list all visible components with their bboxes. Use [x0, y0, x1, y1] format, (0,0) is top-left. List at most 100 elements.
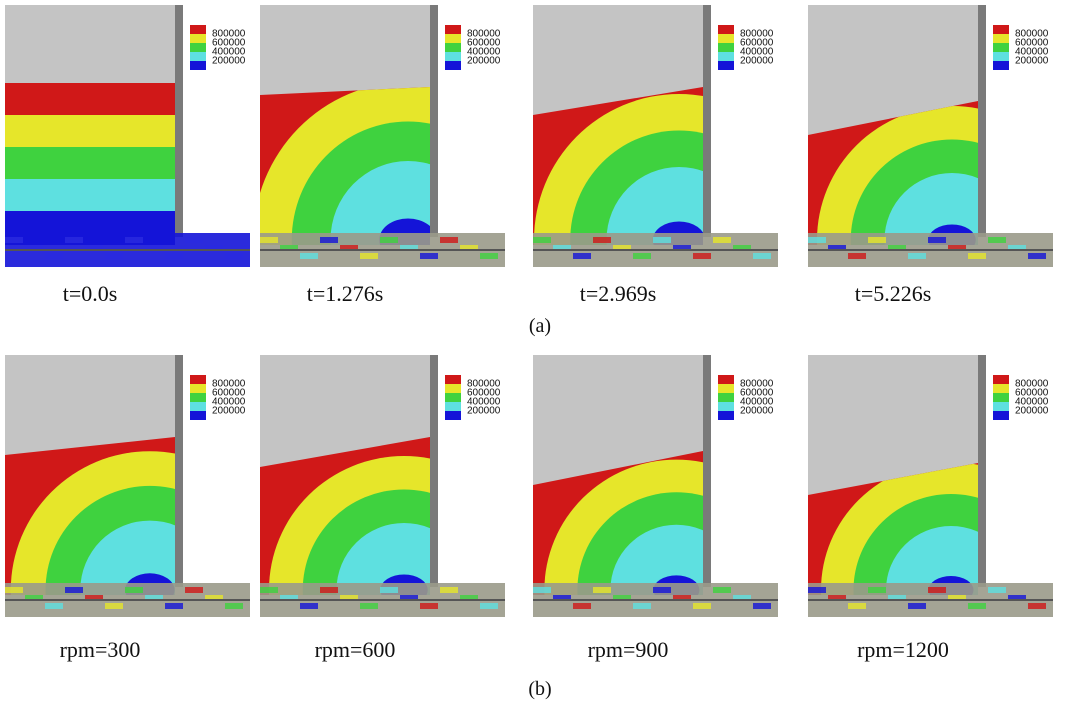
legend-label: 400000: [1015, 47, 1049, 58]
panel-caption: rpm=1200: [857, 637, 949, 662]
legend-swatch: [445, 411, 461, 420]
legend-label: 200000: [740, 56, 774, 67]
legend-swatch: [445, 43, 461, 52]
legend-swatch: [993, 402, 1009, 411]
particles: [420, 603, 438, 609]
legend-label: 200000: [212, 406, 246, 417]
particles: [713, 237, 731, 243]
panel-caption: t=2.969s: [580, 281, 657, 306]
legend-label: 800000: [467, 29, 501, 40]
legend-swatch: [190, 375, 206, 384]
particles: [400, 595, 418, 601]
legend-label: 800000: [1015, 29, 1049, 40]
particles: [633, 253, 651, 259]
hopper-wall: [430, 355, 438, 587]
legend-label: 200000: [467, 56, 501, 67]
particles: [948, 595, 966, 601]
particles: [400, 245, 418, 251]
legend-swatch: [993, 43, 1009, 52]
particles: [808, 237, 826, 243]
panel-caption: t=5.226s: [855, 281, 932, 306]
particles: [573, 253, 591, 259]
legend-swatch: [445, 52, 461, 61]
legend-swatch: [190, 402, 206, 411]
particles: [205, 595, 223, 601]
legend-label: 800000: [467, 379, 501, 390]
particles: [25, 595, 43, 601]
legend-label: 600000: [467, 388, 501, 399]
legend-label: 600000: [212, 388, 246, 399]
particles: [888, 245, 906, 251]
legend-swatch: [190, 61, 206, 70]
legend-label: 400000: [212, 397, 246, 408]
particles: [320, 237, 338, 243]
particles: [653, 237, 671, 243]
particles: [908, 603, 926, 609]
layer: [5, 115, 175, 149]
particles: [968, 253, 986, 259]
particles: [593, 237, 611, 243]
legend-label: 400000: [740, 397, 774, 408]
legend-label: 800000: [1015, 379, 1049, 390]
legend-swatch: [445, 384, 461, 393]
layer: [5, 179, 175, 213]
particles: [613, 245, 631, 251]
legend-swatch: [993, 34, 1009, 43]
particles: [808, 587, 826, 593]
legend-swatch: [993, 61, 1009, 70]
legend-swatch: [993, 384, 1009, 393]
particles: [733, 245, 751, 251]
particles: [360, 603, 378, 609]
legend-swatch: [718, 402, 734, 411]
particles: [553, 245, 571, 251]
particles: [300, 603, 318, 609]
particles: [968, 603, 986, 609]
particles: [340, 595, 358, 601]
particles: [828, 595, 846, 601]
legend-swatch: [190, 393, 206, 402]
particles: [165, 253, 183, 259]
particles: [553, 595, 571, 601]
legend-swatch: [190, 384, 206, 393]
particles: [988, 237, 1006, 243]
particles: [440, 587, 458, 593]
hopper-wall: [978, 355, 986, 587]
hopper-wall: [430, 5, 438, 237]
legend-swatch: [190, 25, 206, 34]
particles: [673, 245, 691, 251]
particles: [593, 587, 611, 593]
legend-swatch: [993, 52, 1009, 61]
legend-label: 200000: [1015, 56, 1049, 67]
particles: [225, 253, 243, 259]
hopper-wall: [703, 5, 711, 237]
particles: [360, 253, 378, 259]
particles: [65, 237, 83, 243]
particles: [848, 603, 866, 609]
legend-label: 600000: [740, 388, 774, 399]
legend-label: 600000: [467, 38, 501, 49]
particles: [420, 253, 438, 259]
legend-label: 800000: [740, 29, 774, 40]
particles: [125, 237, 143, 243]
legend-label: 600000: [212, 38, 246, 49]
legend-swatch: [445, 34, 461, 43]
particles: [533, 237, 551, 243]
particles: [480, 603, 498, 609]
particles: [828, 245, 846, 251]
legend-swatch: [445, 402, 461, 411]
particles: [693, 603, 711, 609]
particles: [280, 595, 298, 601]
legend-label: 800000: [212, 379, 246, 390]
legend-label: 800000: [212, 29, 246, 40]
legend-swatch: [190, 411, 206, 420]
particles: [340, 245, 358, 251]
particles: [460, 595, 478, 601]
legend-swatch: [190, 34, 206, 43]
particles: [653, 587, 671, 593]
legend-label: 600000: [740, 38, 774, 49]
legend-swatch: [718, 411, 734, 420]
particles: [713, 587, 731, 593]
particles: [320, 587, 338, 593]
